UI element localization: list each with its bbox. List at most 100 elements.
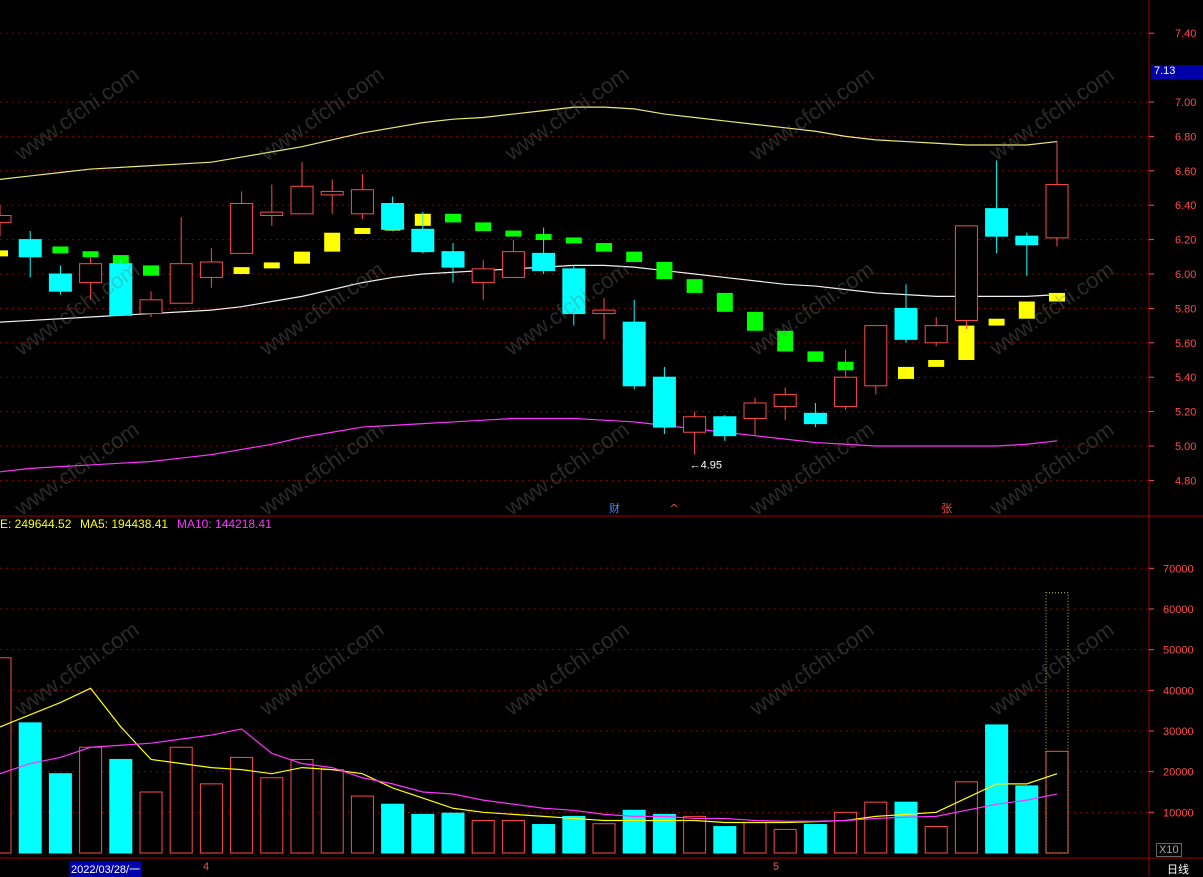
volume-bar xyxy=(350,795,374,854)
ma5-block xyxy=(475,222,492,231)
volume-bar xyxy=(773,828,797,854)
candle-body xyxy=(109,263,133,316)
volume-tick-label: 20000 xyxy=(1163,767,1194,779)
ma5-block xyxy=(505,230,522,237)
price-tick-label: 6.40 xyxy=(1175,200,1196,212)
candle-body xyxy=(139,299,163,315)
volume-bar xyxy=(743,821,767,854)
ma5-block xyxy=(747,311,763,331)
candle-body xyxy=(713,416,737,437)
candle-body xyxy=(0,215,12,223)
candle-body xyxy=(18,239,42,258)
ma5-block xyxy=(988,318,1005,326)
price-tick-label: 6.60 xyxy=(1175,166,1196,178)
ma5-block xyxy=(1018,301,1035,319)
volume-bar xyxy=(864,801,888,854)
volume-bar xyxy=(924,826,948,854)
volume-bar xyxy=(501,819,525,854)
candle-body xyxy=(652,376,676,428)
candle-body xyxy=(803,412,827,425)
ma5-block xyxy=(626,251,643,262)
volume-bar xyxy=(532,824,556,854)
ma5-block xyxy=(82,251,99,258)
volume-bar xyxy=(18,722,42,854)
event-marker: 张 xyxy=(941,502,952,515)
volume-bar xyxy=(109,758,133,854)
volume-scale-label: X10 xyxy=(1156,843,1182,857)
candle-body xyxy=(834,376,858,407)
volume-bar xyxy=(562,815,586,854)
ma5-block xyxy=(263,262,280,269)
candle-body xyxy=(683,416,707,433)
volume-bar xyxy=(411,813,435,854)
candle-body xyxy=(381,202,405,230)
volume-bar xyxy=(1015,785,1039,854)
volume-bar xyxy=(652,813,676,854)
volume-ma5-label: MA5: 194438.41 xyxy=(80,517,169,531)
volume-bar xyxy=(48,773,72,854)
candle-body xyxy=(954,225,978,321)
volume-bar xyxy=(139,791,163,854)
candle-body xyxy=(169,263,193,304)
volume-tick-label: 60000 xyxy=(1163,604,1194,616)
candle-body xyxy=(894,307,918,340)
candle-body xyxy=(471,268,495,284)
volume-bar xyxy=(954,781,978,854)
candle-body xyxy=(532,252,556,272)
candle-body xyxy=(1015,235,1039,246)
volume-bar xyxy=(985,724,1009,854)
price-tick-label: 5.40 xyxy=(1175,372,1196,384)
ma5-block xyxy=(0,250,8,257)
volume-bar xyxy=(381,803,405,854)
low-price-marker: ←4.95 xyxy=(690,460,722,472)
candle-body xyxy=(924,325,948,344)
candle-body xyxy=(562,268,586,315)
volume-bar xyxy=(199,783,223,854)
ma5-block xyxy=(324,232,341,252)
volume-bar xyxy=(1045,750,1069,854)
price-tick-label: 6.80 xyxy=(1175,131,1196,143)
candle-body xyxy=(260,211,284,217)
ma5-block xyxy=(565,237,582,244)
volume-bar xyxy=(320,769,344,854)
candle-body xyxy=(1045,184,1069,239)
upper-band-line xyxy=(0,106,1058,180)
ma5-block xyxy=(686,279,703,293)
volume-value-label: E: 249644.52 xyxy=(0,517,72,531)
ma5-block xyxy=(445,213,461,223)
price-tick-label: 7.40 xyxy=(1175,28,1196,40)
candle-body xyxy=(743,402,767,419)
ma5-block xyxy=(777,330,794,352)
candle-body xyxy=(79,263,103,284)
period-tab[interactable]: 日线 xyxy=(1167,864,1189,876)
candle-body xyxy=(864,325,888,387)
price-tick-label: 4.80 xyxy=(1175,475,1196,487)
volume-ma10-label: MA10: 144218.41 xyxy=(177,517,272,531)
price-tick-label: 5.00 xyxy=(1175,441,1196,453)
ma5-block xyxy=(716,292,733,312)
month-label-5: 5 xyxy=(773,861,780,873)
ma5-block xyxy=(656,261,673,280)
candle-body xyxy=(985,208,1009,237)
price-tick-label: 5.60 xyxy=(1175,338,1196,350)
current-price-tag: 7.13 xyxy=(1151,65,1203,79)
event-marker: ^ xyxy=(669,502,678,515)
volume-bar xyxy=(230,756,254,854)
candle-body xyxy=(350,189,374,215)
volume-bar xyxy=(471,819,495,854)
ma5-block xyxy=(807,351,824,362)
ma5-block xyxy=(354,228,371,234)
candle-body xyxy=(501,251,525,278)
candle-body xyxy=(230,202,254,254)
candle-body xyxy=(199,261,223,278)
candle-body xyxy=(320,190,344,196)
volume-tick-label: 40000 xyxy=(1163,685,1194,697)
volume-tick-label: 10000 xyxy=(1163,807,1194,819)
candle-body xyxy=(48,273,72,292)
ma5-block xyxy=(898,366,914,379)
mid-band-line xyxy=(0,264,1058,323)
volume-bar xyxy=(713,826,737,854)
price-tick-label: 5.80 xyxy=(1175,303,1196,315)
candle-body xyxy=(592,309,616,315)
